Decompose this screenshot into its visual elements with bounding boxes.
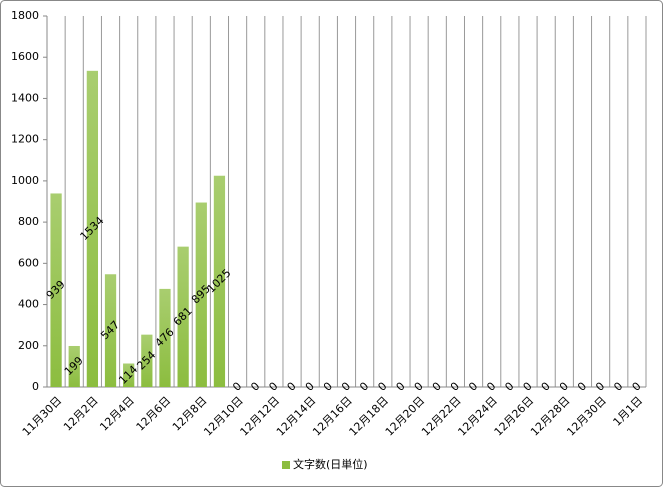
bar (141, 334, 153, 387)
bar (159, 288, 171, 387)
y-tick-label: 600 (18, 256, 39, 269)
bar (86, 70, 99, 387)
bar (123, 363, 135, 387)
legend-swatch (282, 461, 290, 469)
y-tick-label: 1600 (11, 50, 39, 63)
y-tick-label: 1200 (11, 133, 39, 146)
bar (213, 175, 226, 387)
legend-label: 文字数(日単位) (293, 457, 368, 471)
bar (68, 345, 80, 387)
y-tick-label: 400 (18, 298, 39, 311)
bar (195, 202, 207, 387)
y-tick-label: 1000 (11, 174, 39, 187)
y-tick-label: 1800 (11, 9, 39, 22)
y-tick-label: 200 (18, 339, 39, 352)
y-tick-label: 800 (18, 215, 39, 228)
y-tick-label: 1400 (11, 91, 39, 104)
bar (104, 274, 117, 387)
bar (177, 246, 189, 387)
y-tick-label: 0 (32, 380, 39, 393)
bar (50, 193, 62, 387)
